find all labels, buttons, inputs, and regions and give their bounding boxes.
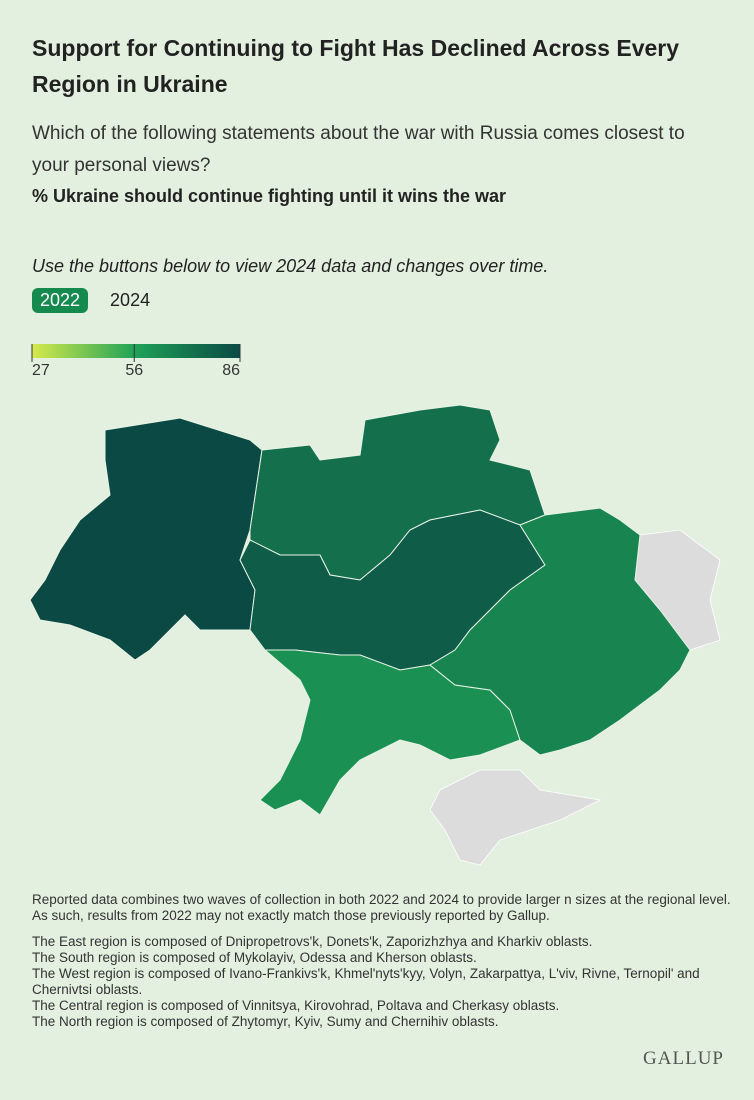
- note: The Central region is composed of Vinnit…: [32, 998, 560, 1013]
- note: The South region is composed of Mykolayi…: [32, 950, 477, 965]
- legend-bar: [32, 344, 240, 358]
- map: 27 56 86: [29, 344, 721, 866]
- legend-label: 86: [222, 362, 240, 379]
- legend-label: 27: [32, 362, 50, 379]
- region: [29, 417, 263, 661]
- legend-label: 56: [125, 362, 143, 379]
- note: The North region is composed of Zhytomyr…: [32, 1014, 499, 1029]
- subtitle: Which of the following statements about …: [32, 123, 685, 176]
- notes: Reported data combines two waves of coll…: [32, 892, 732, 1030]
- instruction: Use the buttons below to view 2024 data …: [32, 256, 549, 276]
- note: Reported data combines two waves of coll…: [32, 892, 731, 923]
- year-button[interactable]: 2022: [32, 288, 89, 313]
- note: The East region is composed of Dnipropet…: [32, 934, 593, 949]
- year-button[interactable]: 2024: [102, 288, 158, 313]
- year-toggle: 2022 2024: [32, 288, 158, 313]
- measure: % Ukraine should continue fighting until…: [32, 186, 507, 206]
- no-data-area: [429, 769, 602, 866]
- region: [429, 507, 691, 756]
- logo: GALLUP: [643, 1048, 724, 1069]
- note: The West region is composed of Ivano-Fra…: [32, 966, 700, 997]
- title: Support for Continuing to Fight Has Decl…: [32, 35, 680, 97]
